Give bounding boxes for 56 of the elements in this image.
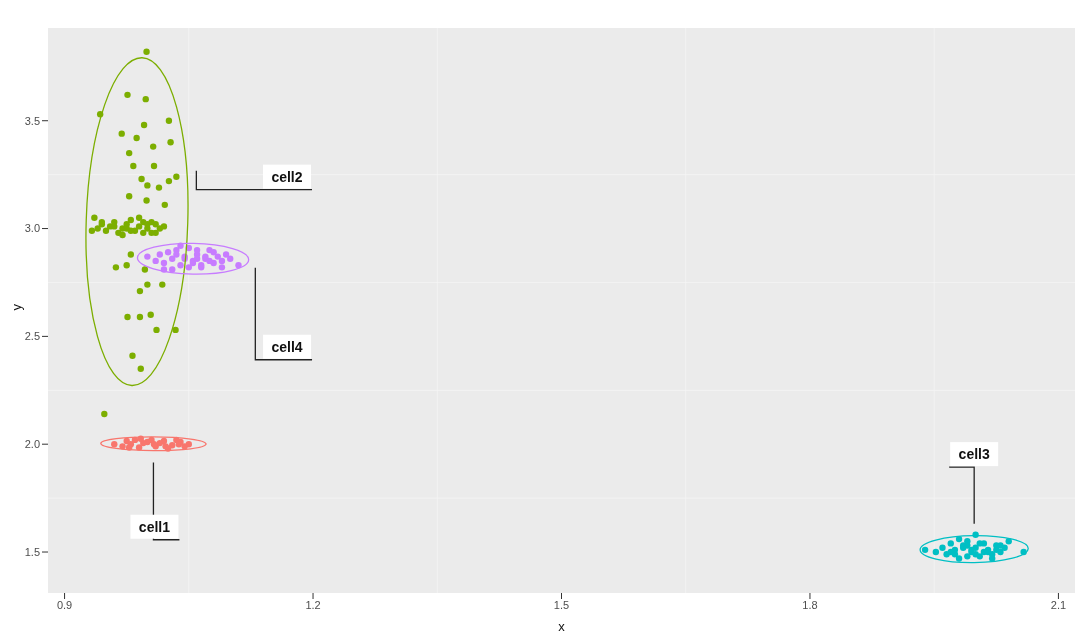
point [964, 553, 971, 560]
point [932, 548, 940, 556]
point [144, 253, 151, 260]
point [947, 540, 954, 547]
point [177, 262, 184, 269]
point [177, 242, 184, 250]
y-tick-label: 2.0 [24, 438, 40, 451]
point [173, 251, 180, 258]
x-tick-label: 1.8 [802, 598, 818, 611]
point [222, 251, 230, 258]
point [111, 441, 118, 448]
point [169, 255, 176, 262]
annotation: cell1 [138, 518, 171, 535]
point [156, 251, 164, 258]
y-axis-title: y [8, 303, 24, 311]
point [951, 550, 959, 558]
point [976, 540, 983, 547]
annotation: cell2 [271, 168, 303, 185]
point [193, 255, 201, 262]
point [235, 262, 242, 269]
point [921, 546, 929, 554]
point [152, 257, 159, 265]
point [972, 550, 979, 558]
point [955, 555, 963, 562]
x-tick-label: 0.9 [56, 598, 73, 611]
point [181, 443, 188, 450]
point [214, 253, 221, 260]
x-tick-label: 1.5 [553, 598, 570, 611]
point [156, 439, 164, 447]
point [193, 246, 201, 254]
point [160, 259, 168, 267]
point [206, 257, 213, 265]
x-axis-title: x [558, 619, 566, 634]
point [169, 266, 176, 273]
point [185, 264, 192, 271]
point [997, 542, 1004, 549]
point [939, 544, 946, 551]
x-tick-label: 1.2 [305, 598, 321, 611]
annotation: cell3 [958, 446, 990, 463]
point [135, 444, 143, 451]
point [988, 555, 996, 562]
point [218, 257, 226, 265]
point [210, 249, 217, 256]
point [123, 437, 130, 445]
point [227, 255, 234, 262]
point [164, 249, 172, 256]
y-tick-label: 1.5 [24, 545, 40, 558]
point [218, 264, 226, 271]
point [169, 442, 176, 449]
y-tick-label: 2.5 [24, 330, 40, 343]
y-tick-label: 3.5 [24, 114, 40, 127]
point [119, 443, 126, 450]
point [993, 546, 1000, 554]
x-tick-label: 2.1 [1050, 598, 1067, 611]
y-tick-label: 3.0 [24, 222, 40, 235]
annotation: cell4 [271, 338, 303, 355]
